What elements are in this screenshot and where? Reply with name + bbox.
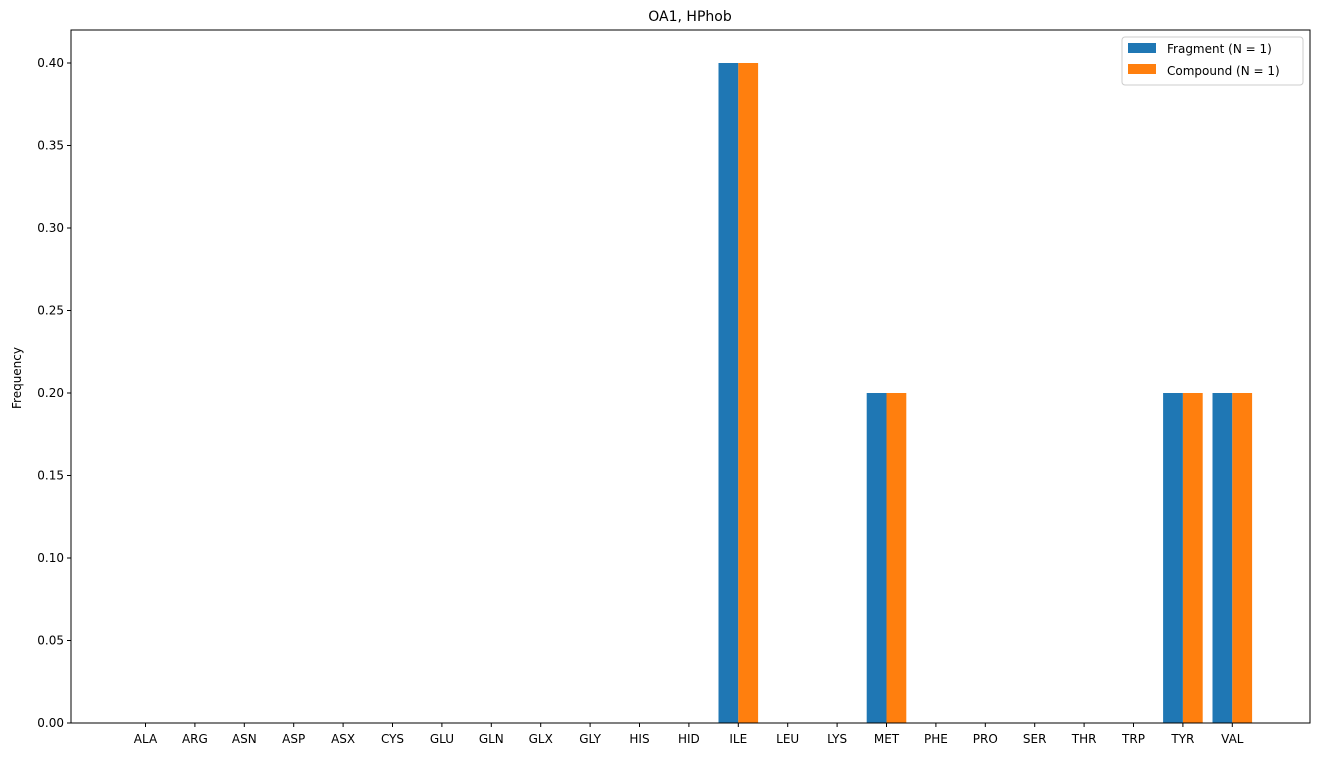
bar-compound-ile [738, 63, 759, 723]
y-tick-label: 0.30 [37, 221, 64, 235]
bar-compound-val [1232, 393, 1253, 723]
bar-compound-tyr [1182, 393, 1203, 723]
x-tick-label: HIS [629, 732, 649, 746]
legend: Fragment (N = 1) Compound (N = 1) [1121, 36, 1304, 86]
x-tick-label: CYS [381, 732, 404, 746]
x-tick-label: PRO [973, 732, 998, 746]
bar-fragment-ile [718, 63, 739, 723]
x-tick-label: SER [1023, 732, 1047, 746]
x-tick-label: GLU [430, 732, 454, 746]
x-tick-label: GLY [579, 732, 601, 746]
x-tick-label: ASX [331, 732, 355, 746]
x-tick-label: HID [678, 732, 700, 746]
y-tick-label: 0.00 [37, 716, 64, 730]
legend-label-compound: Compound (N = 1) [1167, 64, 1280, 78]
legend-swatch-fragment [1128, 43, 1156, 53]
x-tick-label: LYS [827, 732, 847, 746]
legend-swatch-compound [1128, 64, 1156, 74]
bar-fragment-val [1212, 393, 1233, 723]
x-tick-label: ILE [729, 732, 747, 746]
bars-group [718, 63, 1253, 723]
x-tick-label: GLX [529, 732, 553, 746]
bar-fragment-tyr [1163, 393, 1183, 723]
x-tick-label: ASN [232, 732, 257, 746]
legend-box [1121, 36, 1304, 86]
y-tick-label: 0.10 [37, 551, 64, 565]
x-tick-label: THR [1071, 732, 1097, 746]
y-tick-label: 0.25 [37, 304, 64, 318]
y-tick-label: 0.20 [37, 386, 64, 400]
x-axis: ALA ARG ASN ASP ASX CYS GLU GLN GLX GLY HIS HID ILE L… [134, 723, 1244, 746]
x-tick-label: ALA [134, 732, 158, 746]
x-tick-label: TRP [1121, 732, 1145, 746]
x-tick-label: TYR [1170, 732, 1194, 746]
y-tick-label: 0.15 [37, 469, 64, 483]
x-tick-label: ARG [182, 732, 208, 746]
y-tick-label: 0.35 [37, 139, 64, 153]
x-tick-label: ASP [282, 732, 305, 746]
x-tick-label: MET [874, 732, 900, 746]
chart-title: OA1, HPhob [648, 9, 732, 25]
bar-fragment-met [866, 393, 887, 723]
plot-frame [70, 29, 1311, 724]
x-tick-label: LEU [776, 732, 799, 746]
x-tick-label: PHE [924, 732, 948, 746]
x-tick-label: GLN [479, 732, 504, 746]
legend-label-fragment: Fragment (N = 1) [1167, 42, 1272, 56]
x-tick-label: VAL [1221, 732, 1244, 746]
y-tick-label: 0.05 [37, 634, 64, 648]
y-tick-label: 0.40 [37, 56, 64, 70]
y-axis-label: Frequency [10, 347, 24, 409]
y-axis: 0.00 0.05 0.10 0.15 0.20 0.25 0.30 0.35 0.40 [37, 56, 71, 730]
bar-compound-met [886, 393, 907, 723]
